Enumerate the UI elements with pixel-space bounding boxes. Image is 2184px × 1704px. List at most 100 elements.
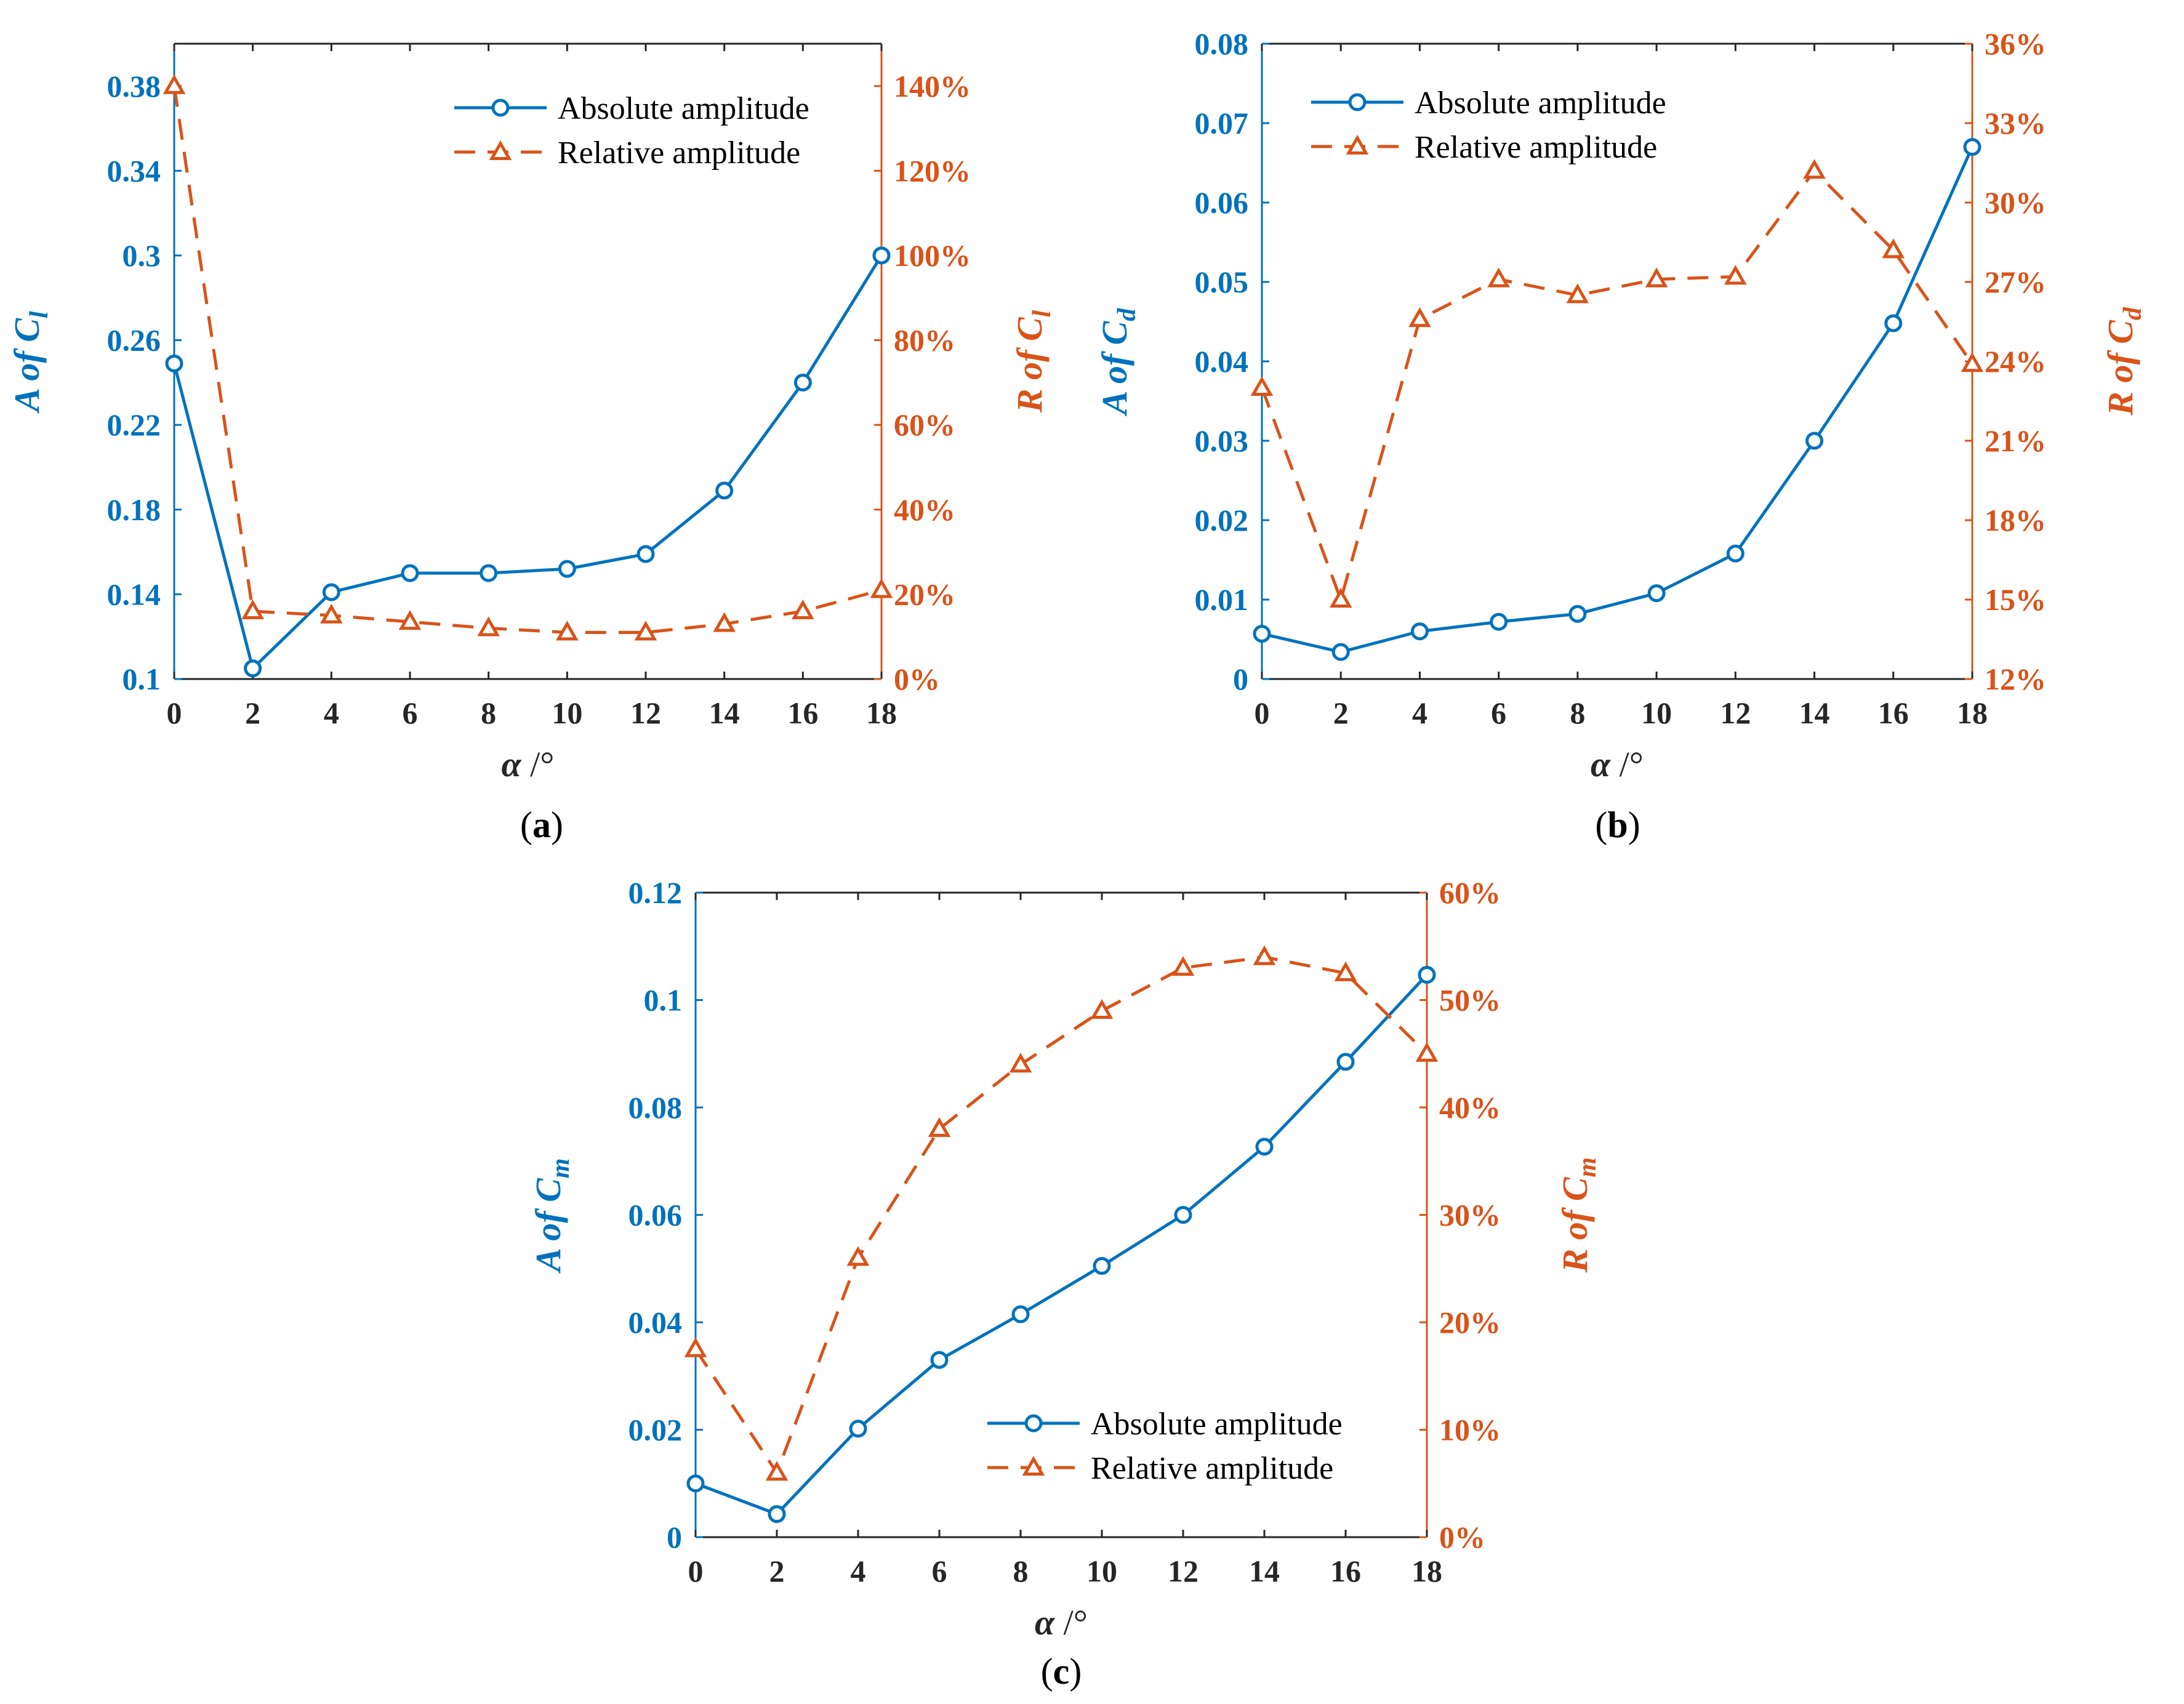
left-y-tick-label: 0.07	[1195, 106, 1249, 140]
relative-amplitude-line	[694, 955, 1428, 1474]
right-y-tick-label: 10%	[1439, 1413, 1501, 1447]
left-y-axis-title: A of Cd	[1094, 308, 1141, 417]
right-y-tick-label: 80%	[894, 323, 955, 358]
relative-amplitude-point	[765, 1461, 789, 1481]
legend-relative-label: Relative amplitude	[558, 135, 800, 171]
right-y-axis-title: R of Cl	[1010, 310, 1056, 413]
left-y-tick-label: 0.04	[1195, 344, 1249, 379]
left-y-tick-label: 0.26	[107, 323, 161, 358]
x-tick-label: 12	[1168, 1554, 1198, 1588]
right-y-tick-label: 20%	[1439, 1305, 1501, 1340]
absolute-amplitude-point	[1093, 1256, 1111, 1275]
absolute-amplitude-point	[1174, 1206, 1192, 1224]
x-tick-label: 12	[630, 696, 661, 730]
right-y-tick-label: 50%	[1439, 983, 1501, 1018]
relative-amplitude-point	[713, 612, 736, 632]
relative-amplitude-point	[556, 621, 579, 641]
relative-amplitude-point	[634, 621, 657, 641]
left-y-tick-label: 0.04	[628, 1305, 683, 1340]
legend-circle-marker	[491, 98, 510, 117]
absolute-amplitude-point	[558, 560, 576, 578]
absolute-amplitude-point	[1336, 1053, 1355, 1071]
x-tick-label: 18	[866, 696, 897, 730]
left-y-tick-label: 0.18	[107, 492, 161, 527]
left-y-tick-label: 0.06	[628, 1198, 683, 1232]
absolute-amplitude-point	[1331, 643, 1350, 661]
panel-label: (b)	[1595, 805, 1640, 845]
x-tick-label: 10	[1641, 696, 1672, 730]
relative-amplitude-point	[1487, 267, 1510, 287]
relative-amplitude-point	[928, 1117, 951, 1137]
right-y-tick-label: 120%	[894, 153, 971, 188]
left-y-tick-label: 0.08	[628, 1090, 683, 1125]
x-tick-label: 2	[769, 1554, 785, 1588]
legend-triangle-marker	[1022, 1455, 1045, 1476]
right-y-tick-label: 0%	[1439, 1520, 1485, 1554]
left-y-tick-label: 0.1	[644, 983, 683, 1018]
absolute-amplitude-point	[1011, 1305, 1030, 1324]
right-y-tick-label: 60%	[894, 408, 955, 442]
x-tick-label: 2	[1333, 696, 1349, 730]
left-y-axis-title: A of Cl	[7, 311, 54, 414]
legend-circle-marker	[1348, 93, 1367, 111]
right-y-tick-label: 18%	[1985, 503, 2046, 537]
right-y-axis-title: R of Cm	[1555, 1157, 1602, 1273]
panel-label: (c)	[1041, 1651, 1082, 1692]
x-tick-label: 0	[167, 696, 182, 730]
x-tick-label: 6	[403, 696, 418, 730]
x-tick-label: 6	[932, 1554, 947, 1588]
legend-circle-marker	[1024, 1414, 1043, 1433]
x-tick-label: 14	[709, 696, 740, 730]
relative-amplitude-point	[1009, 1053, 1032, 1073]
right-y-tick-label: 20%	[894, 577, 955, 611]
legend-absolute-label: Absolute amplitude	[558, 91, 809, 126]
relative-amplitude-point	[1408, 307, 1431, 328]
x-tick-label: 6	[1491, 696, 1506, 730]
absolute-amplitude-line	[695, 973, 1428, 1516]
right-y-tick-label: 21%	[1985, 424, 2046, 458]
panel-label: (a)	[520, 805, 563, 845]
absolute-amplitude-point	[930, 1351, 949, 1369]
x-tick-label: 12	[1720, 696, 1751, 730]
absolute-amplitude-point	[401, 564, 419, 582]
relative-amplitude-point	[1171, 956, 1195, 976]
x-tick-label: 0	[1255, 696, 1270, 730]
absolute-amplitude-line	[1261, 146, 1974, 654]
left-y-tick-label: 0.14	[107, 577, 161, 611]
legend-relative-label: Relative amplitude	[1415, 130, 1657, 165]
chart-panel-a: 0 2 4 6 8 10 12 14 16 18 0.1 0.14 0.18 0.22 0.26 0.3 0.3…	[7, 42, 1056, 845]
chart-panel-c: 0 2 4 6 8 10 12 14 16 18 0 0.02 0.04 0.06 0.08 0.1 0.12 0…	[528, 875, 1602, 1692]
left-y-tick-label: 0.12	[628, 875, 683, 910]
left-y-tick-label: 0.08	[1195, 26, 1249, 61]
relative-amplitude-point	[1253, 945, 1276, 965]
relative-amplitude-line	[172, 86, 882, 634]
x-tick-label: 18	[1957, 696, 1988, 730]
relative-amplitude-point	[1566, 283, 1589, 303]
left-y-tick-label: 0.02	[628, 1413, 683, 1447]
x-tick-label: 8	[481, 696, 496, 730]
right-y-tick-label: 27%	[1985, 265, 2046, 299]
relative-amplitude-point	[846, 1246, 870, 1266]
absolute-amplitude-point	[1490, 613, 1508, 631]
left-y-tick-label: 0.05	[1195, 265, 1249, 299]
absolute-amplitude-point	[1647, 584, 1666, 603]
x-tick-label: 18	[1411, 1554, 1442, 1588]
absolute-amplitude-point	[165, 354, 183, 372]
x-tick-label: 10	[552, 696, 582, 730]
absolute-amplitude-point	[636, 545, 655, 563]
relative-amplitude-point	[1334, 961, 1357, 981]
legend-relative-label: Relative amplitude	[1091, 1451, 1333, 1486]
absolute-amplitude-line	[172, 254, 883, 670]
x-tick-label: 2	[245, 696, 260, 730]
relative-amplitude-point	[477, 616, 500, 637]
right-y-tick-label: 30%	[1439, 1198, 1501, 1232]
x-tick-label: 14	[1799, 696, 1830, 730]
relative-amplitude-point	[320, 603, 343, 624]
x-tick-label: 4	[1412, 696, 1427, 730]
absolute-amplitude-point	[768, 1505, 786, 1523]
x-tick-label: 16	[787, 696, 818, 730]
right-y-axis-title: R of Cd	[2100, 307, 2147, 416]
right-y-tick-label: 30%	[1985, 185, 2046, 220]
right-y-tick-label: 36%	[1985, 26, 2046, 61]
